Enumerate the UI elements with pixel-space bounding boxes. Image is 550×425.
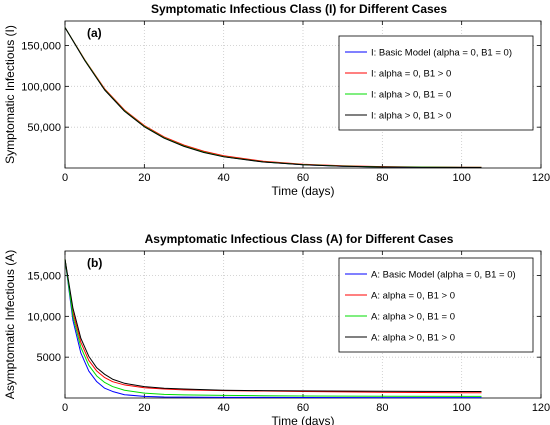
x-axis-label: Time (days)	[272, 414, 335, 425]
x-tick-label: 120	[532, 172, 550, 184]
y-tick-label: 150,000	[21, 41, 61, 53]
chart-title: Symptomatic Infectious Class (I) for Dif…	[151, 2, 447, 16]
x-tick-label: 0	[62, 402, 68, 414]
legend-box	[338, 257, 534, 353]
y-tick-label: 100,000	[21, 81, 61, 93]
legend-entry-3: A: alpha > 0, B1 = 0	[371, 312, 455, 323]
panel-label: (b)	[87, 256, 102, 270]
legend-entry-3: I: alpha > 0, B1 = 0	[371, 90, 451, 101]
series-line-3	[64, 259, 482, 397]
x-tick-label: 100	[452, 172, 470, 184]
x-axis-label: Time (days)	[272, 184, 335, 198]
series-line-4	[64, 259, 482, 392]
x-tick-label: 20	[138, 402, 150, 414]
legend: I: Basic Model (alpha = 0, B1 = 0) I: alp…	[338, 35, 534, 131]
chart-title: Asymptomatic Infectious Class (A) for Di…	[145, 232, 454, 246]
chart-panel-b: 0 20 40 60 80 100 120 5000 10,000 15,000 (b) Asympt…	[3, 232, 550, 425]
legend-entry-1: A: Basic Model (alpha = 0, B1 = 0)	[371, 270, 516, 281]
x-tick-label: 40	[218, 172, 230, 184]
x-tick-label: 60	[297, 172, 309, 184]
chart-panel-a: 0 20 40 60 80 100 120 50,000 100,000 150,000 (a) Sy…	[3, 2, 550, 198]
x-tick-label: 0	[62, 172, 68, 184]
series-line-2	[64, 259, 482, 394]
y-axis-label: Symptomatic Infectious (I)	[3, 25, 17, 164]
x-tick-label: 100	[452, 402, 470, 414]
legend-entry-4: A: alpha > 0, B1 > 0	[371, 333, 455, 344]
y-tick-label: 50,000	[27, 122, 61, 134]
legend-entry-2: A: alpha = 0, B1 > 0	[371, 291, 455, 302]
legend-box	[338, 35, 534, 131]
x-tick-label: 80	[376, 172, 388, 184]
legend-entry-2: I: alpha = 0, B1 > 0	[371, 69, 451, 80]
x-tick-label: 20	[138, 172, 150, 184]
series-line-1	[64, 259, 482, 399]
y-tick-label: 10,000	[27, 311, 61, 323]
legend-entry-1: I: Basic Model (alpha = 0, B1 = 0)	[371, 48, 512, 59]
y-axis-label: Asymptomatic Infectious (A)	[3, 250, 17, 399]
legend: A: Basic Model (alpha = 0, B1 = 0) A: alp…	[338, 257, 534, 353]
panel-label: (a)	[87, 26, 102, 40]
x-tick-label: 60	[297, 402, 309, 414]
x-tick-label: 80	[376, 402, 388, 414]
legend-entry-4: I: alpha > 0, B1 > 0	[371, 111, 451, 122]
y-tick-label: 5000	[37, 352, 61, 364]
x-tick-label: 120	[532, 402, 550, 414]
y-tick-label: 15,000	[27, 271, 61, 283]
x-tick-label: 40	[218, 402, 230, 414]
series-line-4	[64, 27, 482, 169]
